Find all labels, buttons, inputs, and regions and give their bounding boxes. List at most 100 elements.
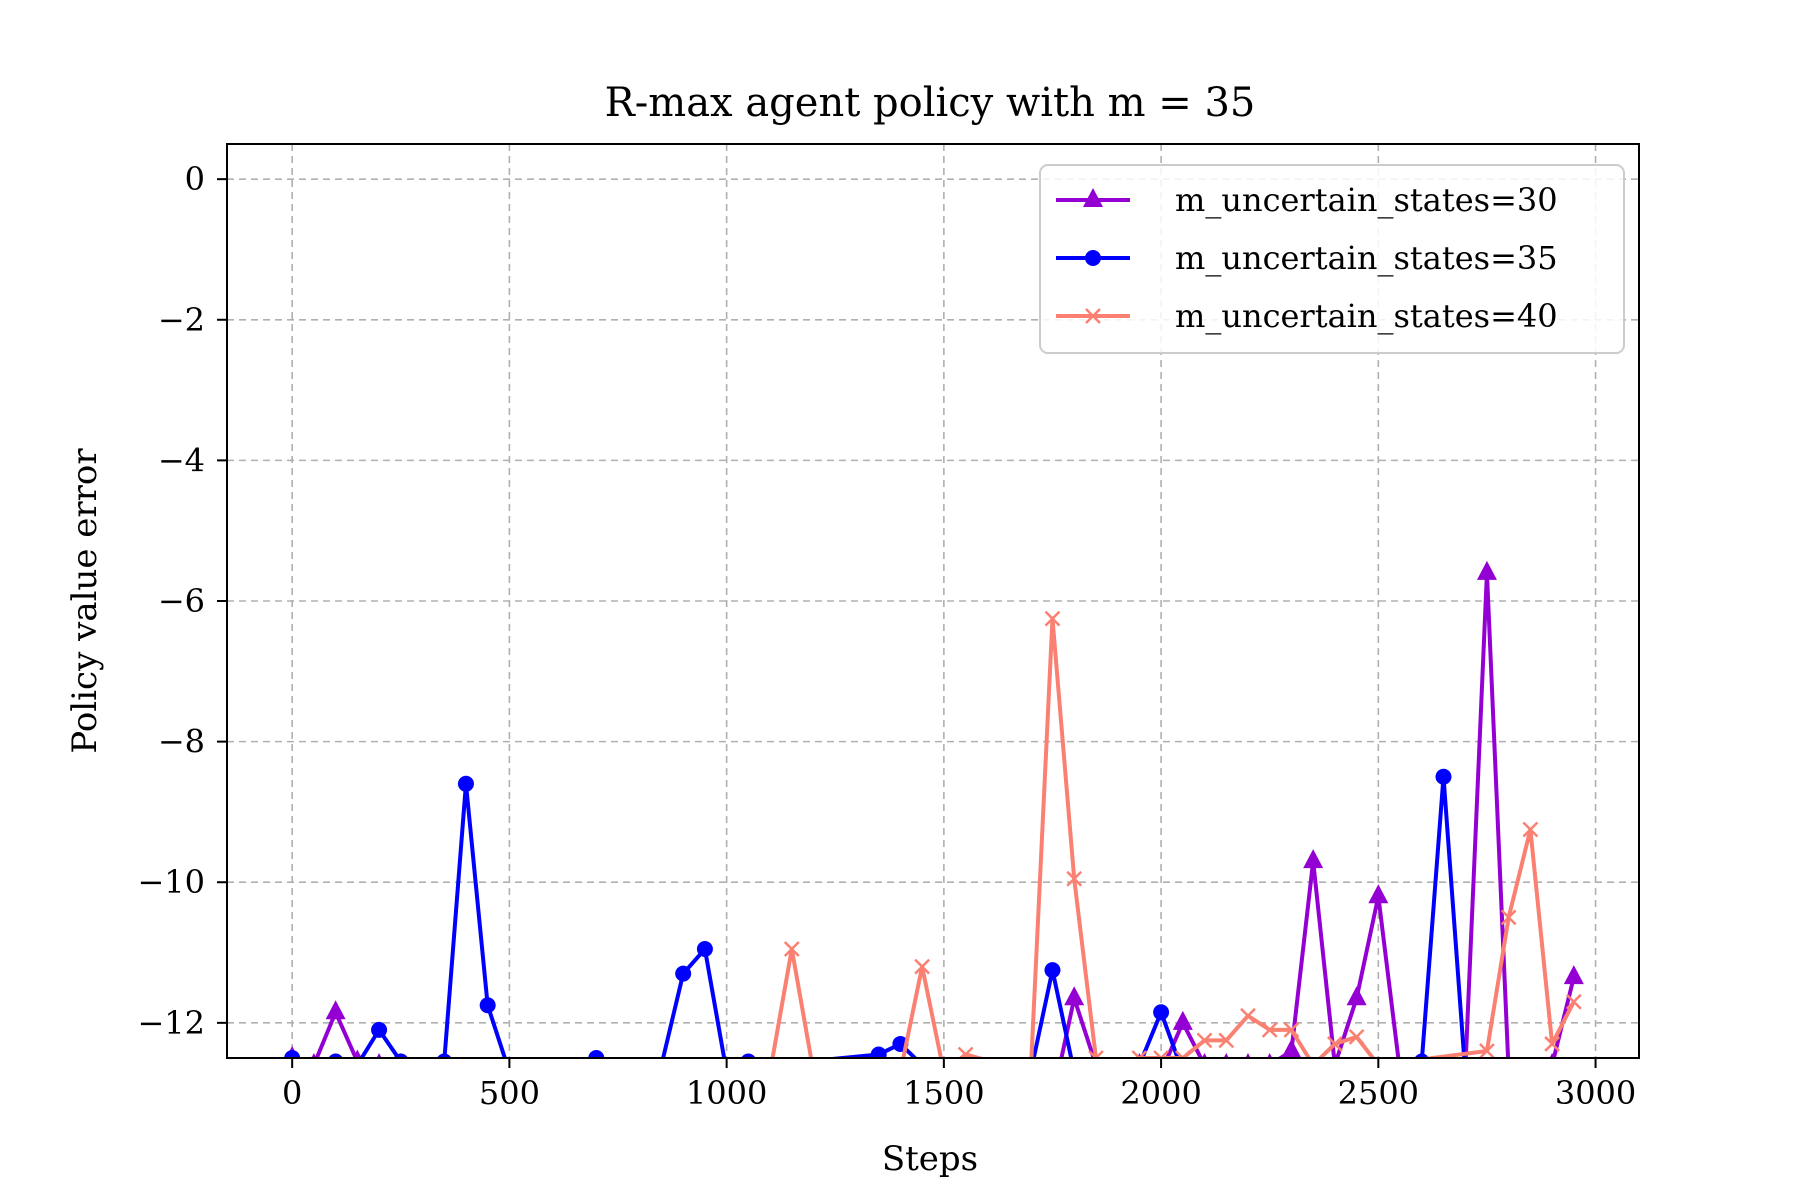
data-point: [1267, 1053, 1273, 1058]
data-point: [1368, 884, 1389, 904]
legend-label: m_uncertain_states=35: [1175, 239, 1558, 277]
data-point: [352, 1049, 362, 1058]
data-point: [1245, 1053, 1251, 1058]
y-axis-label: Policy value error: [65, 448, 105, 754]
y-tick-label: 0: [185, 160, 205, 198]
data-point: [1174, 1050, 1191, 1058]
y-tick-label: −2: [158, 301, 205, 339]
data-point: [1044, 610, 1061, 627]
data-point: [393, 1053, 408, 1058]
data-point: [1549, 1053, 1555, 1058]
data-point: [675, 965, 692, 982]
data-point: [807, 1065, 821, 1079]
data-point: [1223, 1053, 1229, 1058]
series-line: [292, 570, 1576, 1058]
data-point: [1306, 1057, 1321, 1058]
data-point: [1303, 849, 1324, 869]
data-point: [1433, 1060, 1453, 1079]
data-point: [766, 1057, 774, 1058]
data-point: [1332, 1053, 1338, 1058]
data-point: [588, 1050, 605, 1058]
data-point: [1283, 1021, 1300, 1038]
x-tick-label: 3000: [1555, 1074, 1636, 1112]
legend-marker: [1083, 188, 1103, 207]
data-point: [1153, 1004, 1170, 1021]
x-tick-label: 500: [479, 1074, 540, 1112]
data-point: [614, 1057, 622, 1058]
y-tick-label: −4: [158, 441, 205, 479]
legend-label: m_uncertain_states=30: [1175, 181, 1558, 219]
x-tick-label: 2500: [1338, 1074, 1419, 1112]
data-point: [1544, 1036, 1560, 1052]
data-point: [1023, 1064, 1039, 1080]
data-point: [376, 1053, 382, 1058]
data-point: [1066, 870, 1083, 887]
data-point: [328, 1053, 343, 1058]
series-line: [770, 616, 1576, 1058]
data-point: [1346, 986, 1367, 1006]
data-point: [1565, 993, 1582, 1010]
data-point: [1479, 1043, 1495, 1058]
data-point: [353, 1057, 362, 1058]
data-point: [418, 1057, 427, 1058]
y-tick-label: −12: [137, 1004, 205, 1042]
data-point: [1326, 1036, 1343, 1052]
data-point: [1131, 1050, 1148, 1058]
data-point: [1064, 986, 1085, 1006]
data-point: [371, 1021, 388, 1038]
data-point: [1088, 1050, 1104, 1058]
data-point: [479, 997, 496, 1014]
data-point: [1281, 1038, 1302, 1058]
data-point: [437, 1053, 452, 1058]
x-axis-label: Steps: [882, 1139, 978, 1179]
x-tick-label: 1500: [903, 1074, 984, 1112]
data-point: [1240, 1007, 1256, 1024]
data-point: [1414, 1053, 1429, 1058]
data-point: [310, 1057, 318, 1058]
series-2: [284, 768, 1473, 1080]
data-point: [1500, 909, 1517, 926]
data-point: [1476, 560, 1497, 580]
legend-item: m_uncertain_states=35: [1056, 239, 1558, 277]
data-point: [1135, 1057, 1144, 1058]
data-point: [311, 1053, 317, 1058]
data-point: [1348, 1029, 1365, 1045]
y-tick-label: −6: [158, 582, 205, 620]
data-point: [1024, 1065, 1038, 1079]
y-tick-label: −10: [137, 863, 205, 901]
x-tick-label: 0: [282, 1074, 302, 1112]
legend-marker: [1085, 250, 1101, 266]
data-point: [1563, 965, 1584, 985]
data-point: [1201, 1053, 1208, 1058]
series-3: [770, 610, 1582, 1079]
legend-item: m_uncertain_states=40: [1056, 297, 1558, 335]
data-point: [1153, 1050, 1169, 1058]
data-point: [1455, 1060, 1475, 1079]
data-point: [457, 775, 474, 792]
legend: m_uncertain_states=30 m_uncertain_states=…: [1039, 164, 1625, 354]
data-point: [918, 1057, 926, 1058]
axis-ticks: 0 500 1000 1500 2000 2500 3000 0 −2 −4 −6 −8 −10 −12: [137, 160, 1636, 1112]
data-point: [1520, 1060, 1540, 1079]
data-point: [1457, 1064, 1473, 1080]
legend-label: m_uncertain_states=40: [1175, 297, 1558, 335]
legend-marker: [1085, 308, 1101, 324]
y-tick-label: −8: [158, 723, 205, 761]
chart-title: R-max agent policy with m = 35: [605, 80, 1256, 126]
data-point: [1042, 1088, 1062, 1107]
data-point: [696, 941, 713, 958]
legend-box: [1039, 164, 1625, 354]
data-point: [325, 1000, 346, 1020]
x-tick-label: 1000: [686, 1074, 767, 1112]
data-point: [741, 1053, 756, 1058]
legend-item: m_uncertain_states=30: [1056, 181, 1558, 219]
data-point: [870, 1046, 887, 1058]
data-point: [1066, 1064, 1082, 1080]
data-point: [1044, 962, 1061, 979]
data-point: [284, 1050, 301, 1058]
data-point: [1435, 768, 1452, 785]
data-point: [1261, 1021, 1278, 1038]
data-point: [1110, 1057, 1125, 1058]
data-point: [914, 958, 931, 975]
data-point: [1218, 1032, 1235, 1049]
